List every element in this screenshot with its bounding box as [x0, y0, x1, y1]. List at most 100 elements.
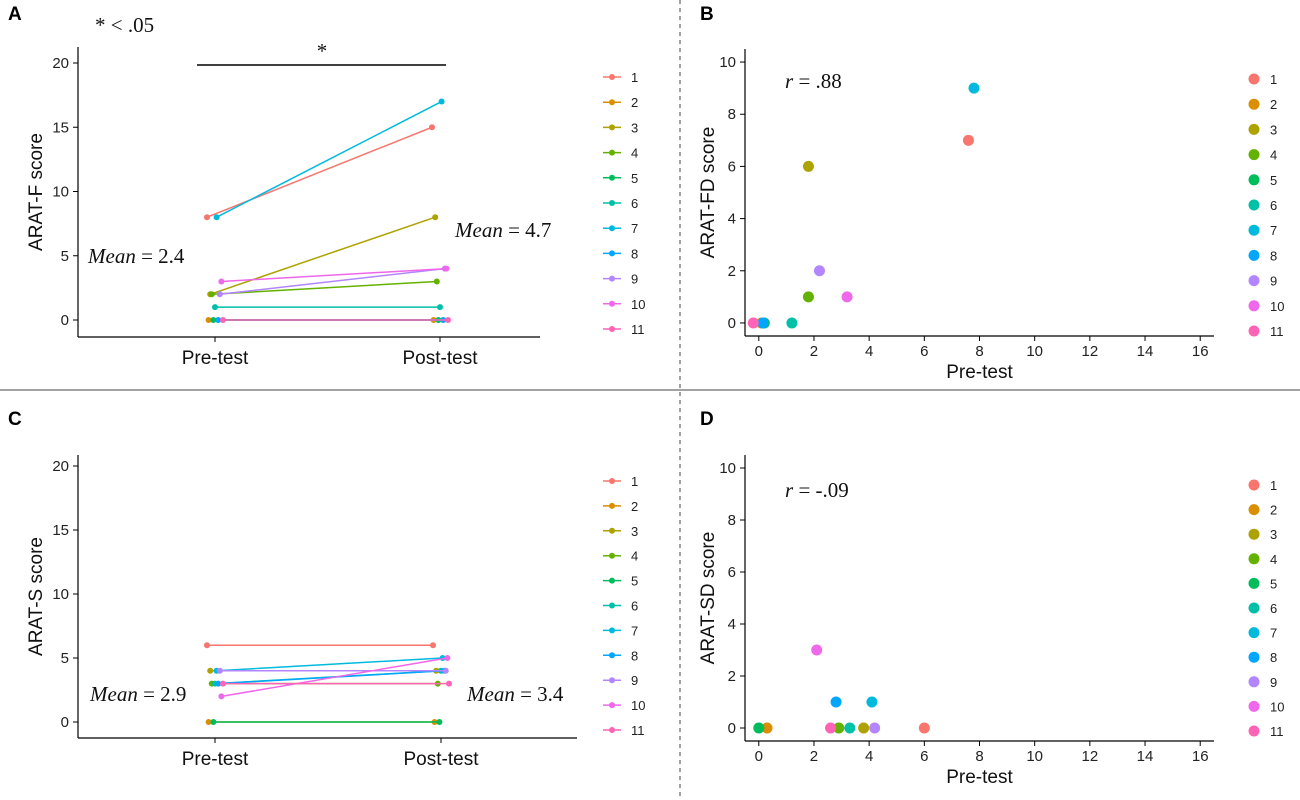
- panel-d-x-axis-label: Pre-test: [946, 767, 1013, 788]
- panel-b-legend-key-dot: [1248, 123, 1260, 135]
- panel-b-plot: 0 2 4 6 8 10 0 2 4 6 8 10 12 14 16 Pre-test ARAT-FD scor…: [698, 49, 1214, 383]
- panel-d-point: [753, 722, 765, 734]
- panel-b-y-tick-label: 0: [728, 315, 736, 332]
- panel-c-legend-label: 5: [631, 574, 638, 589]
- panel-a-point-pre: [210, 317, 217, 323]
- panel-a-series-line: [206, 126, 433, 218]
- panel-a-legend-label: 9: [631, 272, 638, 287]
- panel-d-y-tick-label: 0: [728, 720, 736, 737]
- panel-d-y-tick-label: 6: [728, 564, 736, 581]
- panel-a-legend-label: 5: [631, 171, 638, 186]
- panel-a-legend-key-dot: [609, 74, 615, 80]
- panel-b-legend-label: 7: [1270, 223, 1277, 238]
- panel-c-mean-post-label: Mean: [466, 682, 515, 706]
- panel-c-legend-label: 11: [631, 723, 645, 738]
- panel-b-correlation: r = .88: [785, 69, 842, 93]
- panel-b-legend-label: 5: [1270, 173, 1277, 188]
- panel-a-legend-label: 8: [631, 246, 638, 261]
- panel-b-legend-label: 11: [1270, 324, 1284, 339]
- panel-c-point-post: [442, 667, 449, 674]
- panel-c-series-line: [216, 657, 443, 672]
- panel-d-y-tick-label: 4: [728, 616, 736, 633]
- panel-d-legend-label: 5: [1270, 576, 1277, 591]
- panel-d-legend-label: 8: [1270, 650, 1277, 665]
- panel-d-legend-label: 6: [1270, 601, 1277, 616]
- panel-a-point-pre: [208, 291, 215, 298]
- panel-d-y-axis-label: ARAT-SD score: [698, 532, 719, 665]
- panel-a-mean-pre-value: = 2.4: [136, 244, 185, 268]
- panel-c-y-tick-label: 20: [52, 458, 69, 475]
- panel-b-y-tick-label: 2: [728, 263, 736, 280]
- panel-a-legend-label: 3: [631, 120, 638, 135]
- panel-b-point: [968, 82, 980, 94]
- panel-a-legend-key-dot: [609, 99, 615, 106]
- panel-a-y-tick-label: 20: [52, 55, 69, 72]
- panel-c-x-tick-label: Pre-test: [182, 749, 249, 770]
- panel-b-legend-key-dot: [1248, 174, 1260, 186]
- panel-c-legend: 1 2 3 4 5 6 7 8 9 10 11: [603, 474, 645, 738]
- panel-c-point-pre: [218, 693, 225, 700]
- panel-b-y-tick-label: 4: [728, 211, 736, 228]
- panel-b-point: [962, 134, 974, 146]
- panel-d-point: [833, 722, 845, 734]
- panel-a-legend-key-dot: [609, 174, 615, 181]
- panel-a-legend-label: 2: [631, 95, 638, 110]
- panel-a-legend-label: 1: [631, 70, 638, 85]
- panel-d-point: [761, 722, 773, 734]
- panel-b-x-tick-label: 0: [755, 343, 763, 360]
- panel-d-r-value: = -.09: [793, 478, 849, 502]
- panel-b-legend-label: 6: [1270, 198, 1277, 213]
- panel-b-y-tick-label: 6: [728, 158, 736, 175]
- panel-c-legend-label: 6: [631, 599, 638, 614]
- panel-c-y-tick-label: 5: [61, 650, 69, 667]
- panel-d-plot: 0 2 4 6 8 10 0 2 4 6 8 10 12 14 16 Pre-test ARAT-SD scor…: [698, 455, 1214, 788]
- panel-b-legend-label: 4: [1270, 148, 1277, 163]
- panel-b-legend-key-dot: [1248, 73, 1260, 85]
- panel-b-x-tick-label: 2: [810, 343, 818, 360]
- panel-d-legend-key-dot: [1248, 577, 1260, 589]
- panel-a-point-pre: [220, 317, 226, 323]
- panel-c-y-axis-label: ARAT-S score: [26, 537, 47, 656]
- panel-a-point-post: [437, 304, 443, 311]
- panel-b-point: [802, 160, 814, 172]
- panel-a-point-pre: [216, 291, 223, 298]
- panel-a-y-tick-label: 10: [52, 184, 69, 201]
- panel-b-x-axis-label: Pre-test: [946, 362, 1013, 383]
- panel-c-point-post: [446, 680, 452, 687]
- panel-b-point: [747, 317, 759, 329]
- panel-b-legend-label: 9: [1270, 274, 1277, 289]
- panel-b-x-tick-label: 4: [865, 343, 873, 360]
- panel-d-legend-key-dot: [1248, 602, 1260, 614]
- panel-c-legend-key-dot: [609, 702, 615, 709]
- panel-c-point-pre: [215, 680, 222, 687]
- panel-b-y-tick-label: 8: [728, 106, 736, 123]
- panel-d-point: [869, 722, 881, 734]
- panel-b-point: [802, 291, 814, 303]
- panel-d-x-tick-label: 12: [1082, 748, 1099, 765]
- panel-b-letter: B: [700, 4, 714, 25]
- panel-c-point-pre: [210, 719, 217, 725]
- panel-c-legend-label: 3: [631, 524, 638, 539]
- panel-a-point-pre: [205, 317, 212, 323]
- panel-d-point: [918, 722, 930, 734]
- panel-d-legend-label: 3: [1270, 527, 1277, 542]
- panel-c-legend-label: 10: [631, 698, 645, 713]
- panel-a-legend-key-dot: [609, 250, 615, 257]
- panel-b-r-label: r: [785, 69, 794, 93]
- panel-b-legend-label: 10: [1270, 299, 1284, 314]
- panel-a-legend-key-dot: [609, 275, 615, 282]
- panel-d-point: [830, 696, 842, 708]
- panel-c-point-post: [436, 719, 443, 725]
- panel-c-point-pre: [204, 642, 210, 649]
- panel-a-legend-label: 4: [631, 146, 638, 161]
- panel-d-y-tick-label: 2: [728, 668, 736, 685]
- panel-c-point-post: [444, 655, 451, 661]
- panel-d-legend-key-dot: [1248, 700, 1260, 712]
- panel-c-mean-post: Mean = 3.4: [466, 682, 564, 706]
- panel-b-legend-key-dot: [1248, 199, 1260, 211]
- panel-b-legend-key-dot: [1248, 325, 1260, 337]
- panel-c-point-post: [430, 642, 436, 649]
- panel-a-legend-label: 10: [631, 297, 645, 312]
- panel-a-legend-key-dot: [609, 326, 615, 332]
